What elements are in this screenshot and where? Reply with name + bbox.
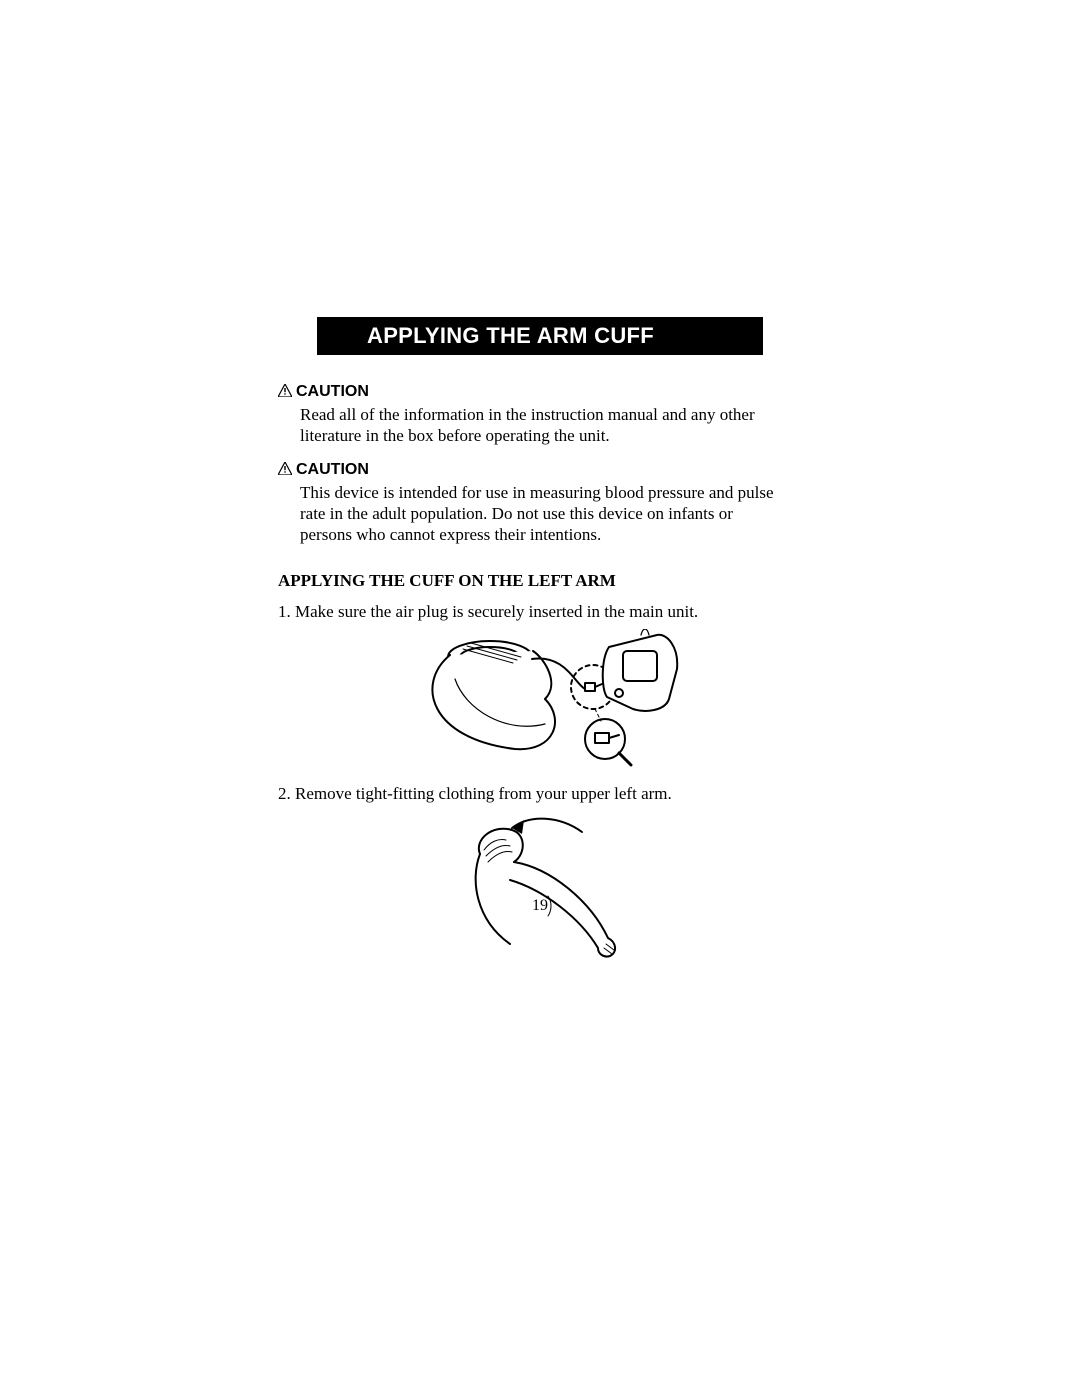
figure-cuff-plug [395,629,685,769]
section-header: APPLYING THE ARM CUFF [317,317,763,355]
warning-icon [278,384,292,402]
page-number: 19 [0,897,1080,915]
caution-block-2: CAUTION This device is intended for use … [278,461,802,546]
subheading: APPLYING THE CUFF ON THE LEFT ARM [278,571,802,591]
step-1: 1. Make sure the air plug is securely in… [278,601,802,622]
caution-text: This device is intended for use in measu… [300,482,780,546]
caution-label: CAUTION [278,383,802,402]
step-2: 2. Remove tight-fitting clothing from yo… [278,783,802,804]
caution-text: Read all of the information in the instr… [300,404,780,447]
figure-sleeve-up [440,810,640,960]
warning-icon [278,462,292,480]
manual-page: APPLYING THE ARM CUFF CAUTION Read all o… [0,0,1080,1397]
caution-block-1: CAUTION Read all of the information in t… [278,383,802,447]
caution-label-text: CAUTION [296,383,369,400]
caution-label: CAUTION [278,461,802,480]
section-title: APPLYING THE ARM CUFF [367,323,654,348]
caution-label-text: CAUTION [296,461,369,478]
